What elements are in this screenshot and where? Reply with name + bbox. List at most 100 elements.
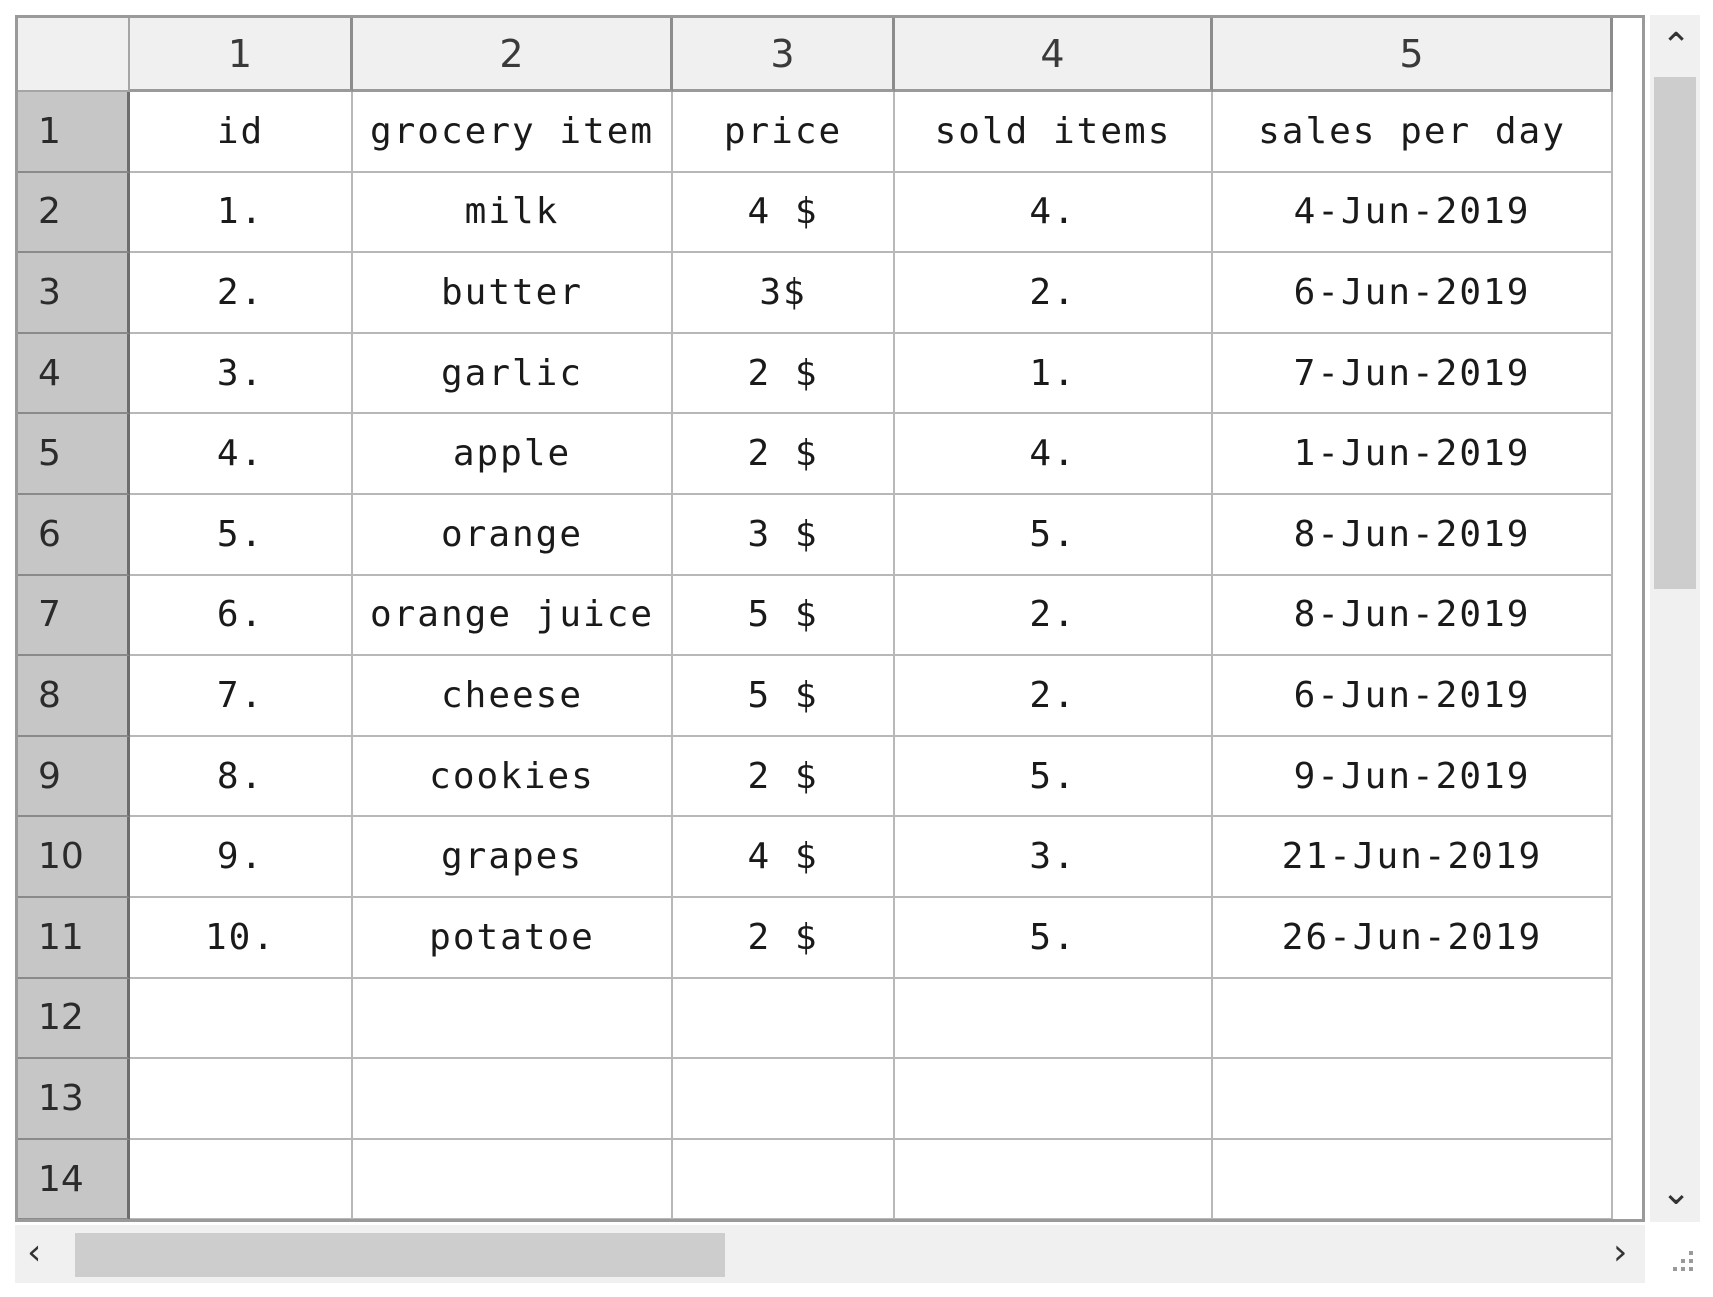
- table-cell[interactable]: milk: [353, 172, 673, 254]
- table-cell[interactable]: 4.: [895, 172, 1213, 254]
- table-cell[interactable]: potatoe: [353, 898, 673, 979]
- table-cell[interactable]: 10.: [130, 898, 353, 979]
- table-cell[interactable]: [130, 1059, 353, 1140]
- table-cell[interactable]: cookies: [353, 736, 673, 818]
- horizontal-scrollbar[interactable]: ‹ ›: [15, 1225, 1645, 1283]
- spreadsheet-grid[interactable]: 1 2 3 4 5 1 id grocery item price sold items sales…: [15, 15, 1645, 1222]
- table-cell[interactable]: 6-Jun-2019: [1213, 656, 1613, 737]
- table-cell[interactable]: 2.: [895, 575, 1213, 657]
- chevron-right-icon[interactable]: ›: [1613, 1232, 1628, 1273]
- table-cell[interactable]: 5.: [895, 736, 1213, 818]
- chevron-left-icon[interactable]: ‹: [27, 1232, 42, 1273]
- table-cell[interactable]: 4 $: [673, 172, 895, 254]
- table-cell[interactable]: 7.: [130, 656, 353, 737]
- table-cell[interactable]: 1-Jun-2019: [1213, 414, 1613, 495]
- table-cell[interactable]: 5.: [895, 495, 1213, 576]
- row-header-6[interactable]: 6: [18, 495, 130, 576]
- vertical-scrollbar[interactable]: ⌃ ⌄: [1650, 15, 1700, 1222]
- table-cell[interactable]: 3.: [895, 817, 1213, 898]
- table-cell[interactable]: 3$: [673, 253, 895, 334]
- table-cell[interactable]: 4 $: [673, 817, 895, 898]
- row-header-4[interactable]: 4: [18, 333, 130, 415]
- table-cell[interactable]: [673, 1139, 895, 1219]
- table-cell[interactable]: 2 $: [673, 898, 895, 979]
- table-cell[interactable]: 4-Jun-2019: [1213, 172, 1613, 254]
- table-cell[interactable]: [673, 1059, 895, 1140]
- table-cell[interactable]: 8-Jun-2019: [1213, 495, 1613, 576]
- table-cell[interactable]: 5.: [895, 898, 1213, 979]
- table-cell[interactable]: orange juice: [353, 575, 673, 657]
- table-cell[interactable]: sold items: [895, 92, 1213, 173]
- chevron-up-icon[interactable]: ⌃: [1661, 26, 1692, 67]
- column-header-3[interactable]: 3: [673, 18, 895, 92]
- row-header-12[interactable]: 12: [18, 978, 130, 1060]
- table-cell[interactable]: 2.: [130, 253, 353, 334]
- vertical-scroll-thumb[interactable]: [1654, 77, 1696, 589]
- table-cell[interactable]: 5.: [130, 495, 353, 576]
- row-header-8[interactable]: 8: [18, 656, 130, 737]
- table-cell[interactable]: 4.: [130, 414, 353, 495]
- table-cell[interactable]: garlic: [353, 333, 673, 415]
- table-cell[interactable]: [1213, 1139, 1613, 1219]
- resize-grip-icon[interactable]: [1665, 1245, 1697, 1277]
- table-cell[interactable]: 1.: [130, 172, 353, 254]
- table-cell[interactable]: 9-Jun-2019: [1213, 736, 1613, 818]
- table-cell[interactable]: butter: [353, 253, 673, 334]
- table-cell[interactable]: [895, 1139, 1213, 1219]
- table-cell[interactable]: 2 $: [673, 414, 895, 495]
- column-header-1[interactable]: 1: [130, 18, 353, 92]
- table-cell[interactable]: [895, 978, 1213, 1060]
- table-cell[interactable]: [1213, 978, 1613, 1060]
- table-cell[interactable]: 5 $: [673, 656, 895, 737]
- table-cell[interactable]: id: [130, 92, 353, 173]
- horizontal-scroll-thumb[interactable]: [75, 1233, 725, 1277]
- table-cell[interactable]: 1.: [895, 333, 1213, 415]
- table-cell[interactable]: 4.: [895, 414, 1213, 495]
- table-cell[interactable]: [353, 1059, 673, 1140]
- chevron-down-icon[interactable]: ⌄: [1661, 1172, 1692, 1213]
- row-header-5[interactable]: 5: [18, 414, 130, 495]
- table-cell[interactable]: 3.: [130, 333, 353, 415]
- table-cell[interactable]: 21-Jun-2019: [1213, 817, 1613, 898]
- table-cell[interactable]: apple: [353, 414, 673, 495]
- table-cell[interactable]: price: [673, 92, 895, 173]
- column-header-5[interactable]: 5: [1213, 18, 1613, 92]
- table-cell[interactable]: 2 $: [673, 736, 895, 818]
- row-header-1[interactable]: 1: [18, 92, 130, 173]
- table-cell[interactable]: 2.: [895, 253, 1213, 334]
- table-cell[interactable]: 6.: [130, 575, 353, 657]
- table-cell[interactable]: 3 $: [673, 495, 895, 576]
- table-cell[interactable]: [895, 1059, 1213, 1140]
- table-cell[interactable]: 2 $: [673, 333, 895, 415]
- row-header-2[interactable]: 2: [18, 172, 130, 254]
- table-cell[interactable]: sales per day: [1213, 92, 1613, 173]
- table-cell[interactable]: grapes: [353, 817, 673, 898]
- row-header-9[interactable]: 9: [18, 736, 130, 818]
- table-cell[interactable]: [353, 978, 673, 1060]
- select-all-corner[interactable]: [18, 18, 130, 92]
- table-cell[interactable]: 8.: [130, 736, 353, 818]
- row-header-7[interactable]: 7: [18, 575, 130, 657]
- table-cell[interactable]: [1213, 1059, 1613, 1140]
- row-header-14[interactable]: 14: [18, 1139, 130, 1219]
- table-cell[interactable]: 2.: [895, 656, 1213, 737]
- table-cell[interactable]: grocery item: [353, 92, 673, 173]
- table-cell[interactable]: [673, 978, 895, 1060]
- table-cell[interactable]: 9.: [130, 817, 353, 898]
- table-cell[interactable]: 6-Jun-2019: [1213, 253, 1613, 334]
- row-header-3[interactable]: 3: [18, 253, 130, 334]
- table-cell[interactable]: 7-Jun-2019: [1213, 333, 1613, 415]
- table-cell[interactable]: [130, 978, 353, 1060]
- column-header-2[interactable]: 2: [353, 18, 673, 92]
- table-cell[interactable]: 8-Jun-2019: [1213, 575, 1613, 657]
- row-header-13[interactable]: 13: [18, 1059, 130, 1140]
- table-cell[interactable]: orange: [353, 495, 673, 576]
- row-header-10[interactable]: 10: [18, 817, 130, 898]
- table-cell[interactable]: cheese: [353, 656, 673, 737]
- table-cell[interactable]: [353, 1139, 673, 1219]
- table-cell[interactable]: 26-Jun-2019: [1213, 898, 1613, 979]
- table-cell[interactable]: [130, 1139, 353, 1219]
- table-cell[interactable]: 5 $: [673, 575, 895, 657]
- column-header-4[interactable]: 4: [895, 18, 1213, 92]
- row-header-11[interactable]: 11: [18, 898, 130, 979]
